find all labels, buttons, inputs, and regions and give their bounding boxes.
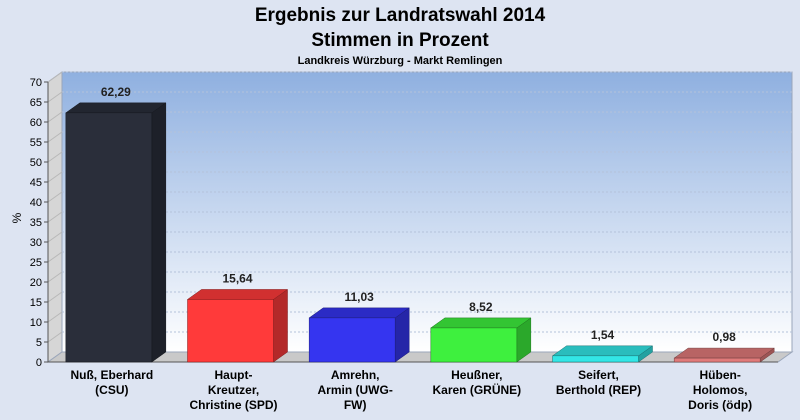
chart-subtitle: Landkreis Würzburg - Markt Remlingen (298, 55, 503, 67)
grid-line-side (47, 131, 63, 143)
bar (65, 102, 167, 363)
grid-line-side (47, 251, 63, 263)
bar (430, 317, 532, 363)
y-tick-label: 40 (30, 197, 42, 209)
bar-front (65, 112, 153, 363)
value-label: 15,64 (222, 271, 252, 285)
category-label-line: Haupt- (215, 368, 253, 382)
chart-title-line2: Stimmen in Prozent (311, 30, 489, 51)
category-label-line: Holomos, (693, 383, 748, 397)
bar-top (308, 307, 410, 319)
category-label-line: Christine (SPD) (189, 398, 277, 412)
y-tick-label: 50 (30, 157, 42, 169)
y-tick-label: 65 (30, 97, 42, 109)
category-label-line: Kreutzer, (208, 383, 259, 397)
category-label: Seifert, Berthold (REP) (556, 368, 641, 397)
bar-side (151, 102, 167, 363)
category-label: Heußner, Karen (GRÜNE) (432, 368, 521, 397)
category-label-line: FW) (344, 398, 367, 412)
bar-front (673, 357, 761, 363)
category-label: Nuß, Eberhard (CSU) (70, 368, 153, 397)
bar-top (65, 102, 167, 114)
bar-top (551, 345, 654, 357)
y-tick-label: 0 (36, 357, 42, 369)
category-label-line: Doris (ödp) (688, 398, 752, 412)
category-labels: Nuß, Eberhard (CSU) Haupt-Kreutzer, Christi… (70, 368, 752, 412)
bar-front (187, 299, 274, 363)
bar (186, 288, 289, 363)
grid-line-side (47, 291, 63, 303)
grid-line-side (47, 231, 63, 243)
bar-top (430, 317, 532, 329)
category-label-line: Karen (GRÜNE) (432, 382, 521, 397)
y-tick-label: 35 (30, 217, 42, 229)
grid-line-side (47, 331, 63, 343)
bars (65, 102, 775, 363)
grid-line-side (47, 111, 63, 123)
grid-line-side (47, 171, 63, 183)
y-tick-label: 5 (36, 337, 42, 349)
grid-line-side (47, 91, 63, 103)
y-tick-label: 15 (30, 297, 42, 309)
grid-line-side (47, 151, 63, 163)
category-label-line: Berthold (REP) (556, 383, 641, 397)
y-tick-label: 20 (30, 277, 42, 289)
bar-front (430, 327, 518, 363)
category-label-line: Heußner, (451, 368, 502, 382)
value-label: 1,54 (591, 328, 615, 342)
value-label: 0,98 (712, 330, 736, 344)
grid-line-side (47, 311, 63, 323)
value-label: 62,29 (101, 85, 131, 99)
y-tick-label: 55 (30, 137, 42, 149)
category-label: Haupt-Kreutzer, Christine (SPD) (189, 368, 277, 412)
grid-line-side (47, 271, 63, 283)
category-label: Hüben-Holomos, Doris (ödp) (688, 368, 752, 412)
category-label-line: Amrehn, (331, 368, 380, 382)
category-label-line: (CSU) (95, 383, 128, 397)
category-label-line: Hüben- (700, 368, 741, 382)
y-tick-label: 30 (30, 237, 42, 249)
bar (673, 347, 775, 363)
category-label-line: Nuß, Eberhard (70, 368, 153, 382)
value-label: 8,52 (469, 300, 493, 314)
category-label-line: Armin (UWG- (318, 383, 393, 397)
y-axis-label: % (10, 212, 24, 223)
y-axis: 0 5 10 15 20 25 30 35 40 45 50 55 60 65 70 (30, 77, 48, 369)
y-tick-label: 45 (30, 177, 42, 189)
bar-top (673, 347, 775, 359)
category-label: Amrehn, Armin (UWG-FW) (318, 368, 393, 412)
value-label: 11,03 (344, 290, 374, 304)
grid-line-side (47, 71, 63, 83)
value-labels: 62,29 15,64 11,03 8,52 1,54 0,98 (101, 85, 736, 344)
bar (308, 307, 410, 363)
y-tick-label: 60 (30, 117, 42, 129)
grid-line-side (47, 211, 63, 223)
y-tick-label: 25 (30, 257, 42, 269)
bar-side (273, 288, 288, 363)
y-tick-label: 70 (30, 77, 42, 89)
grid-line-side (47, 191, 63, 203)
grid-lines (47, 71, 792, 343)
chart-title-line1: Ergebnis zur Landratswahl 2014 (255, 5, 546, 26)
bar-front (552, 355, 639, 363)
bar (551, 345, 654, 363)
bar-top (186, 289, 289, 300)
bar-front (308, 317, 396, 363)
category-label-line: Seifert, (578, 368, 619, 382)
y-tick-label: 10 (30, 317, 42, 329)
